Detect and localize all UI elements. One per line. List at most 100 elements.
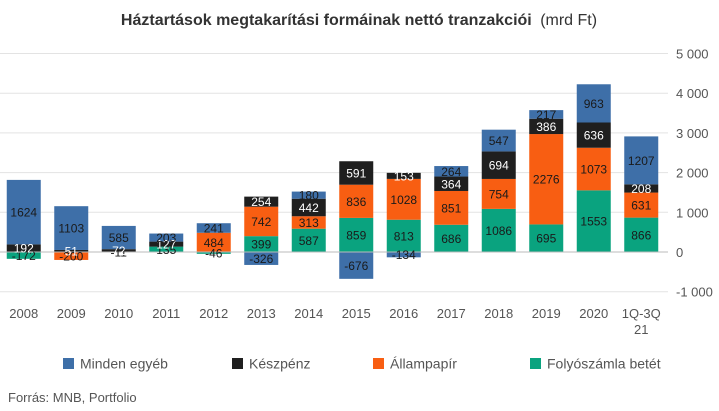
data-label: 203	[156, 231, 176, 245]
bar-segment	[291, 191, 326, 199]
legend-swatch	[232, 358, 243, 369]
data-label: 442	[299, 201, 319, 215]
data-label: 1103	[58, 222, 84, 236]
legend-label: Készpénz	[249, 356, 310, 372]
data-label: 694	[489, 159, 509, 173]
bar-segment	[196, 232, 231, 252]
x-tick-label: 2011	[152, 306, 180, 321]
x-tick-label: 2015	[342, 306, 371, 321]
data-label: -676	[344, 259, 368, 273]
data-label: 2276	[533, 173, 560, 187]
bar-segment	[529, 224, 564, 252]
source-note: Forrás: MNB, Portfolio	[8, 390, 137, 405]
x-tick-label: 2014	[294, 306, 323, 321]
x-tick-label: 2020	[579, 306, 608, 321]
data-label: 180	[299, 189, 319, 203]
y-tick-label: 4 000	[676, 86, 709, 101]
bar-segment	[624, 136, 659, 185]
data-label: 1086	[485, 224, 512, 238]
bar-segment	[434, 176, 469, 191]
legend-swatch	[530, 358, 541, 369]
bar-segment	[196, 252, 231, 254]
y-tick-label: -1 000	[676, 285, 713, 300]
data-label: 254	[251, 195, 271, 209]
data-label: 241	[204, 222, 224, 236]
legend: Minden egyéb Készpénz Állampapír Folyószáml…	[63, 356, 661, 372]
data-label: 264	[441, 165, 461, 179]
bar-segment	[576, 190, 611, 252]
bar-segment	[291, 198, 326, 217]
x-tick-label: 2019	[532, 306, 561, 321]
bar-segment	[149, 246, 184, 252]
data-label: -326	[249, 252, 273, 266]
bar-segment	[339, 184, 374, 218]
bar-segment	[529, 134, 564, 225]
bar-segment	[434, 190, 469, 225]
data-label: 208	[631, 182, 651, 196]
chart-title: Háztartások megtakarítási formáinak nett…	[121, 12, 532, 29]
data-label: 636	[584, 129, 604, 143]
bar-segment	[101, 225, 136, 250]
data-label: 153	[394, 169, 414, 183]
legend-label: Folyószámla betét	[547, 356, 661, 372]
bar-segment	[529, 110, 564, 119]
bar-segment	[481, 178, 516, 209]
bar-segment	[149, 233, 184, 242]
bar-segment	[576, 147, 611, 191]
bar-segment	[244, 206, 279, 237]
data-label: 1028	[390, 193, 417, 207]
bar-segment	[6, 252, 41, 259]
x-tick-label: 2012	[199, 306, 228, 321]
bar-segment	[6, 179, 41, 245]
bar-segment	[244, 236, 279, 252]
y-axis: -1 000 0 1 000 2 000 3 000 4 000 5 000	[676, 47, 713, 300]
bar-segment	[386, 178, 421, 220]
data-label: 127	[156, 238, 176, 252]
data-label: 72	[112, 244, 126, 258]
data-label: 1073	[580, 163, 607, 177]
y-tick-label: 3 000	[676, 126, 709, 141]
data-label: 686	[441, 232, 461, 246]
bar-segment	[624, 192, 659, 218]
y-tick-label: 5 000	[676, 47, 709, 62]
data-label: 631	[631, 199, 651, 213]
bar-segment	[386, 172, 421, 179]
bar-segment	[339, 217, 374, 252]
data-label: 1624	[10, 206, 37, 220]
legend-label: Minden egyéb	[80, 356, 168, 372]
data-label: -200	[59, 249, 83, 263]
bar-segment	[576, 122, 611, 148]
data-label: -134	[392, 248, 416, 262]
bar-segment	[481, 129, 516, 152]
bar-segment	[54, 206, 89, 250]
chart-title-unit: (mrd Ft)	[540, 12, 597, 29]
bars-layer	[6, 84, 659, 279]
data-label: 547	[489, 134, 509, 148]
data-label: -172	[12, 249, 36, 263]
chart-title-group: Háztartások megtakarítási formáinak nett…	[121, 12, 597, 29]
data-label: 851	[441, 201, 461, 215]
data-label: 866	[631, 228, 651, 242]
data-label: -11	[111, 246, 128, 260]
y-tick-label: 1 000	[676, 205, 709, 220]
data-label: 313	[299, 216, 319, 230]
x-tick-label: 2009	[57, 306, 86, 321]
data-label: 217	[536, 108, 556, 122]
bar-segment	[386, 219, 421, 252]
bar-segment	[291, 228, 326, 252]
bar-segment	[196, 223, 231, 233]
bar-segment	[291, 216, 326, 229]
x-tick-label: 2018	[484, 306, 513, 321]
data-label: -46	[205, 246, 223, 260]
bar-segment	[101, 249, 136, 252]
bar-segment	[529, 118, 564, 135]
x-tick-label: 2013	[247, 306, 276, 321]
bar-segment	[244, 196, 279, 207]
y-tick-label: 2 000	[676, 166, 709, 181]
data-label: 591	[346, 166, 366, 180]
x-tick-label: 2008	[9, 306, 38, 321]
data-label: 399	[251, 238, 271, 252]
